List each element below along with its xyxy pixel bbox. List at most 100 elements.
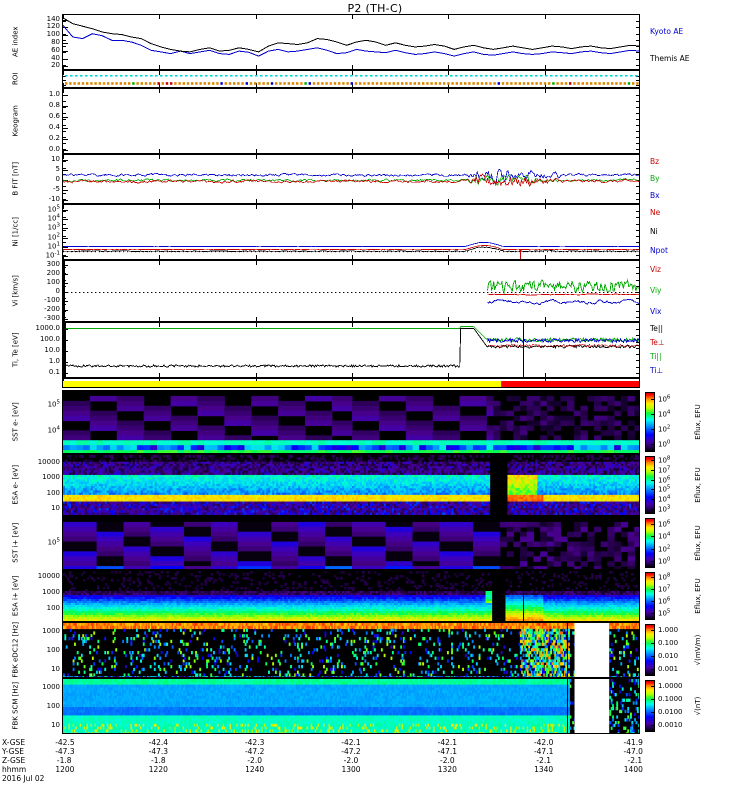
x-axis-tick-value: -1.8 <box>57 756 72 765</box>
x-tick <box>159 149 161 153</box>
y-tick-label: -300 <box>44 314 60 322</box>
minor-tick <box>636 167 639 169</box>
y-tick-label: 10 <box>51 665 60 673</box>
y-tick-label: 80 <box>51 38 60 46</box>
x-tick <box>63 71 64 75</box>
y-tick-mark <box>63 219 68 220</box>
y-tick-mark <box>63 265 68 267</box>
minor-tick <box>636 304 639 306</box>
x-tick <box>448 373 450 377</box>
y-tick-mark <box>63 200 68 201</box>
y-tick-label: 100.0 <box>40 335 60 343</box>
x-tick <box>352 199 353 203</box>
colorbar-fbk-scm <box>645 680 655 732</box>
x-tick <box>255 199 257 203</box>
x-axis-tick-value: -47.3 <box>55 747 74 756</box>
y-axis-label-sst-i: SST i+ [eV] <box>11 516 20 570</box>
colorbar-tick-label: 102 <box>658 424 670 433</box>
legend-label-ti: Ti⊥ <box>650 366 663 375</box>
y-tick-label: -10 <box>49 195 60 203</box>
colorbar-title-sst-e: Eflux, EFU <box>694 390 702 454</box>
x-axis-tick-value: -42.5 <box>55 738 74 747</box>
minor-tick <box>63 64 66 66</box>
colorbar-title-esa-e: Eflux, EFU <box>694 454 702 516</box>
colorbar-tick <box>651 523 654 525</box>
x-tick <box>544 255 546 259</box>
minor-tick <box>63 254 66 256</box>
minor-tick <box>63 167 66 169</box>
plot-area <box>63 15 639 69</box>
colorbar-tick-label: 106 <box>658 475 670 484</box>
x-axis-tick-value: -2.1 <box>536 756 551 765</box>
minor-tick <box>63 198 66 200</box>
colorbar-tick-label: 106 <box>658 394 670 403</box>
y-tick-label: 100 <box>47 30 60 38</box>
x-tick <box>255 149 257 153</box>
colorbar-tick-label: 107 <box>658 585 670 594</box>
x-axis-tick-value: -47.3 <box>149 747 168 756</box>
minor-tick <box>63 143 66 144</box>
x-axis-tick-value: -1.8 <box>151 756 166 765</box>
x-tick <box>255 323 257 327</box>
x-tick <box>544 205 546 209</box>
panel-fbk-scm <box>62 678 640 734</box>
minor-tick <box>63 192 66 194</box>
y-tick-label: 0 <box>56 175 60 183</box>
y-tick-label: 0.1 <box>49 368 60 376</box>
x-tick <box>448 15 450 19</box>
colorbar-tick-label: 1.000 <box>658 626 678 634</box>
minor-tick <box>636 198 639 200</box>
minor-tick <box>636 292 639 293</box>
minor-tick <box>636 248 639 250</box>
panel-esa-e <box>62 454 640 516</box>
colorbar-tick <box>651 508 654 510</box>
x-tick <box>159 199 161 203</box>
minor-tick <box>636 192 639 194</box>
colorbar-tick-label: 108 <box>658 573 670 582</box>
y-tick-label: 40 <box>51 54 60 62</box>
colorbar-esa-i <box>645 572 655 620</box>
y-tick-label: 105 <box>48 537 60 546</box>
colorbar-tick <box>651 724 654 726</box>
minor-tick <box>63 80 66 81</box>
x-tick <box>448 317 450 321</box>
panel-ni <box>62 204 640 260</box>
minor-tick <box>636 254 639 256</box>
legend-label-by: By <box>650 174 660 183</box>
y-tick-label: 1000 <box>42 473 60 481</box>
x-tick <box>255 15 257 19</box>
x-tick <box>159 255 161 259</box>
colorbar-tick-label: 0.010 <box>658 652 678 660</box>
y-tick-label: 104 <box>48 425 60 434</box>
minor-tick <box>636 310 639 312</box>
minor-tick <box>636 101 639 102</box>
colorbar-tick-label: 102 <box>658 544 670 553</box>
colorbar-tick-label: 106 <box>658 597 670 606</box>
y-tick-mark <box>63 149 68 151</box>
y-tick-mark <box>63 160 68 161</box>
minor-tick <box>636 217 639 219</box>
colorbar-esa-e <box>645 456 655 514</box>
x-tick <box>255 65 257 69</box>
y-tick-label: 100 <box>47 278 60 286</box>
x-tick <box>159 15 161 19</box>
x-tick <box>159 83 161 87</box>
minor-tick <box>63 52 66 54</box>
x-tick <box>544 15 546 19</box>
date-label: 2016 Jul 02 <box>2 774 44 783</box>
y-tick-label: 1.0 <box>49 357 60 365</box>
y-tick-label: 5 <box>56 165 60 173</box>
x-tick <box>352 205 353 209</box>
y-tick-label: 1000 <box>42 683 60 691</box>
colorbar-tick <box>651 655 654 657</box>
x-tick <box>255 317 257 321</box>
colorbar-tick <box>651 698 654 700</box>
minor-tick <box>636 242 639 244</box>
legend-label-viy: Viy <box>650 286 662 295</box>
y-tick-mark <box>63 190 68 191</box>
y-axis-label-ni: Ni [1/cc] <box>11 204 20 260</box>
y-tick-label: 100 <box>47 489 60 497</box>
y-tick-label: 10-1 <box>46 251 60 260</box>
colorbar-ticks-esa-e: 108 107 106 105 104 103 <box>658 456 692 514</box>
plot-area <box>63 89 639 153</box>
